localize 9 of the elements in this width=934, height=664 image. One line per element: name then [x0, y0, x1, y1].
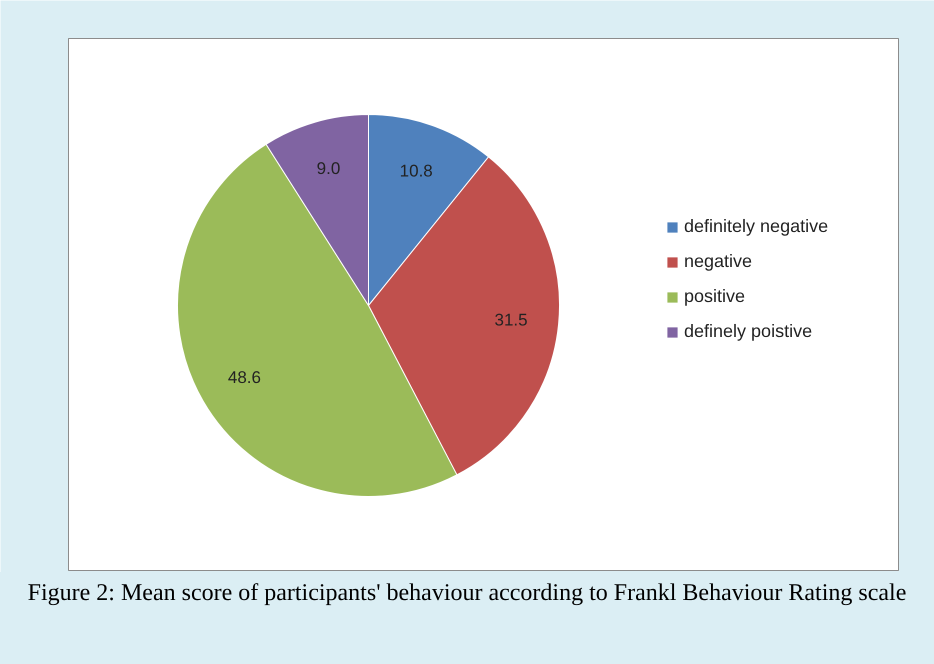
legend-label: definely poistive [684, 321, 812, 342]
legend-label: negative [684, 251, 752, 272]
data-label: 9.0 [316, 158, 340, 178]
data-label: 31.5 [494, 310, 528, 330]
data-label: 10.8 [400, 161, 433, 180]
data-label: 48.6 [228, 368, 261, 388]
caption: Figure 2: Mean score of participants' behaviour according to Frankl Behaviour Rating scale [28, 579, 906, 608]
legend-label: definitely negative [684, 216, 828, 237]
legend-label: positive [684, 286, 746, 307]
